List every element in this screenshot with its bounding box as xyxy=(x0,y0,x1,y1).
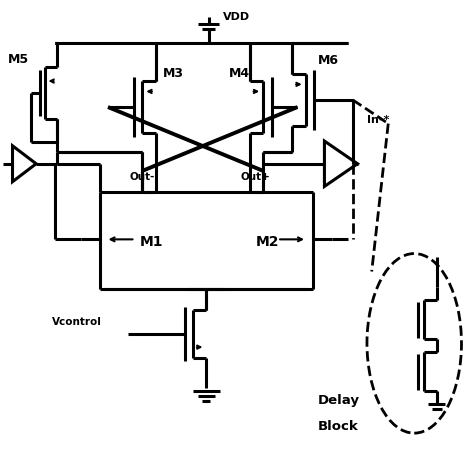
Text: M2: M2 xyxy=(256,235,280,249)
Text: In-*: In-* xyxy=(367,115,389,125)
Text: M3: M3 xyxy=(163,67,184,81)
Text: M5: M5 xyxy=(8,53,29,66)
Text: VDD: VDD xyxy=(223,12,250,22)
Text: Block: Block xyxy=(318,419,359,433)
Text: Delay: Delay xyxy=(318,393,360,407)
Text: Out+: Out+ xyxy=(241,173,271,182)
Text: Vcontrol: Vcontrol xyxy=(53,317,102,327)
Text: M6: M6 xyxy=(318,54,339,67)
Text: M1: M1 xyxy=(140,235,164,249)
Text: M4: M4 xyxy=(229,67,250,81)
Text: Out-: Out- xyxy=(130,173,155,182)
